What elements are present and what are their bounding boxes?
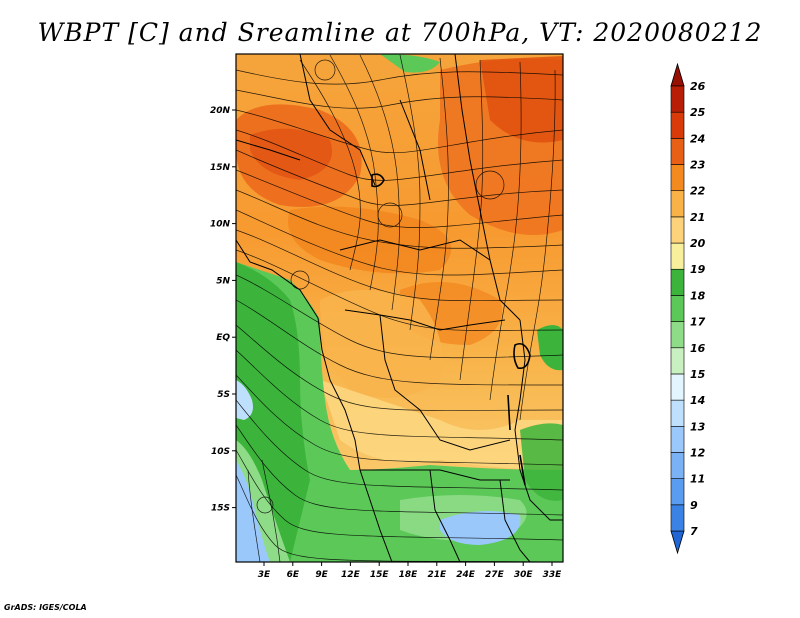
colorbar-segment xyxy=(670,190,685,218)
colorbar-label: 7 xyxy=(690,525,698,538)
colorbar-segment xyxy=(670,373,685,401)
colorbar-label: 20 xyxy=(690,237,706,250)
colorbar-segment xyxy=(670,85,685,113)
lat-tick-label: 15N xyxy=(210,163,231,173)
colorbar-label: 9 xyxy=(690,499,698,512)
colorbar-segment xyxy=(670,321,685,349)
colorbar-segment xyxy=(670,138,685,165)
colorbar-segment xyxy=(670,478,685,506)
colorbar-label: 13 xyxy=(690,420,706,433)
lat-tick-label: EQ xyxy=(216,333,230,343)
colorbar-segment xyxy=(670,164,685,192)
colorbar-segment xyxy=(670,268,685,296)
colorbar-label: 19 xyxy=(690,263,706,276)
colorbar-label: 17 xyxy=(690,316,706,329)
lat-tick-label: 10S xyxy=(211,447,230,457)
colorbar-label: 26 xyxy=(690,80,706,93)
colorbar-label: 24 xyxy=(690,132,705,145)
colorbar-segment xyxy=(670,111,685,139)
lat-tick-label: 5S xyxy=(217,390,230,400)
colorbar-segment xyxy=(670,216,685,244)
map-frame xyxy=(235,53,564,563)
lon-tick-label: 18E xyxy=(399,570,419,580)
lon-tick-label: 21E xyxy=(427,570,447,580)
colorbar-segment xyxy=(670,347,685,375)
colorbar-label: 18 xyxy=(690,289,706,302)
lat-tick-label: 15S xyxy=(211,504,230,514)
lon-tick-label: 33E xyxy=(543,570,563,580)
colorbar-segment xyxy=(670,425,685,453)
lake-outlines xyxy=(371,173,531,486)
colorbar-label: 22 xyxy=(690,185,706,198)
colorbar-segment xyxy=(670,504,685,532)
streamlines xyxy=(236,54,563,562)
lon-tick-label: 27E xyxy=(485,570,505,580)
colorbar-label: 15 xyxy=(690,368,706,381)
colorbar-segment xyxy=(670,242,685,270)
colorbar-arrow-bottom xyxy=(670,530,685,555)
credit-label: GrADS: IGES/COLA xyxy=(4,603,87,612)
colorbar-segment xyxy=(670,452,685,479)
lon-tick-label: 24E xyxy=(456,570,476,580)
colorbar-label: 23 xyxy=(690,159,706,172)
colorbar-arrow-top xyxy=(670,62,685,87)
cool-field-southwest xyxy=(236,262,563,562)
colorbar-label: 11 xyxy=(690,473,705,486)
colorbar-segment xyxy=(670,399,685,427)
latitude-axis: 20N 15N 10N 5N EQ 5S 10S 15S xyxy=(210,106,236,514)
longitude-axis: 3E 6E 9E 12E 15E 18E 21E 24E 27E 30E 33E xyxy=(258,562,562,580)
lon-tick-label: 9E xyxy=(315,570,328,580)
lat-tick-label: 5N xyxy=(216,276,230,286)
colorbar-label: 16 xyxy=(690,342,706,355)
lon-tick-label: 12E xyxy=(341,570,361,580)
lon-tick-label: 6E xyxy=(287,570,300,580)
colorbar-label: 25 xyxy=(690,106,706,119)
colorbar: 7 9 11 12 13 14 15 16 17 18 19 20 21 22 23 24 25 26 xyxy=(670,62,706,555)
lon-tick-label: 3E xyxy=(258,570,271,580)
colorbar-segment xyxy=(670,295,685,322)
chart-title: WBPT [C] and Sreamline at 700hPa, VT: 20… xyxy=(37,18,763,47)
map-panel xyxy=(236,54,563,562)
lat-tick-label: 10N xyxy=(210,220,231,230)
lat-tick-label: 20N xyxy=(210,106,231,116)
colorbar-label: 14 xyxy=(690,394,705,407)
colorbar-label: 21 xyxy=(690,211,705,224)
colorbar-label: 12 xyxy=(690,446,706,459)
lon-tick-label: 30E xyxy=(514,570,534,580)
lon-tick-label: 15E xyxy=(370,570,390,580)
